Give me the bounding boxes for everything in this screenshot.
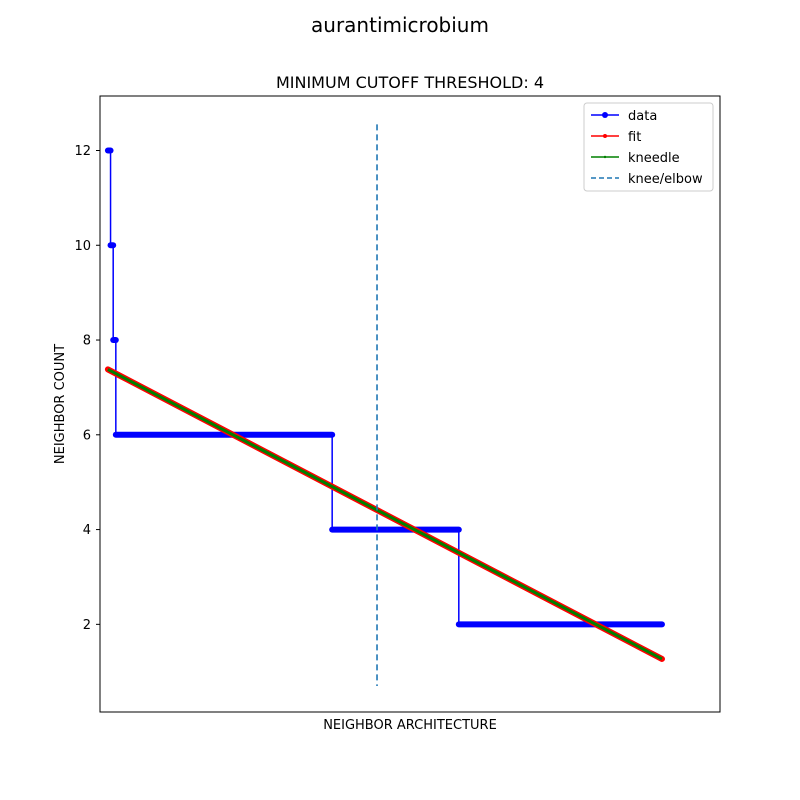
axes-frame [99,95,721,713]
y-axis-label: NEIGHBOR COUNT [53,344,68,464]
y-tick-label: 6 [83,428,91,443]
legend-entry-kneedle: kneedle [628,151,680,166]
legend-entry-fit: fit [628,130,641,145]
y-tick-label: 2 [83,618,91,633]
legend-fit-marker [603,134,607,138]
legend: data fit kneedle knee/elbow [583,102,714,192]
y-tick-label: 4 [83,523,91,538]
plot-area [99,95,721,713]
legend-entry-knee-elbow: knee/elbow [628,172,703,187]
y-tick-label: 8 [83,334,91,349]
x-axis-label: NEIGHBOR ARCHITECTURE [323,718,497,733]
kneedle-line [107,368,663,661]
y-tick-label: 12 [74,144,91,159]
figure-suptitle: aurantimicrobium [311,13,489,37]
legend-entry-data: data [628,109,657,124]
data-series-line [107,149,662,626]
y-tick-label: 10 [74,239,91,254]
series-layer [104,124,665,686]
legend-data-marker [602,112,608,118]
y-axis-ticks: 2 4 6 8 10 12 [74,144,100,633]
legend-kneedle-marker [603,155,607,159]
legend-box [583,102,714,192]
chart-title: MINIMUM CUTOFF THRESHOLD: 4 [276,73,544,92]
